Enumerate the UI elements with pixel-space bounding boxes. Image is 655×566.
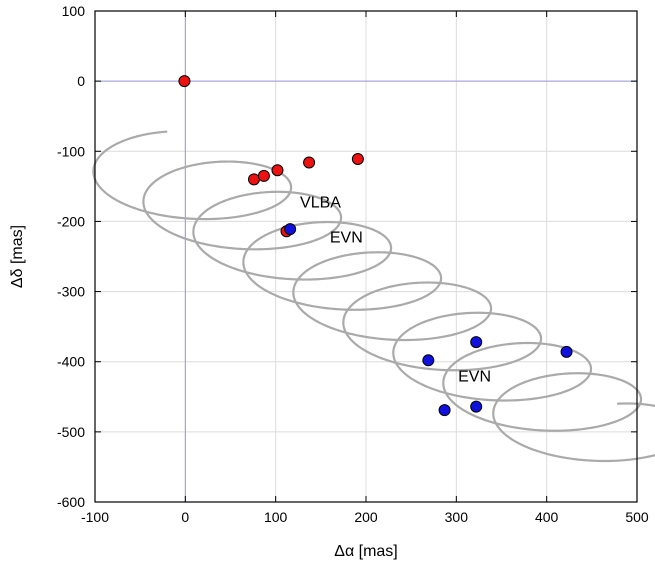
data-point [257,169,270,182]
annotation-label: VLBA [300,194,341,211]
y-tick-label: -200 [57,213,85,229]
y-tick-label: -300 [57,284,85,300]
y-tick-label: -500 [57,424,85,440]
y-tick-label: -600 [57,494,85,510]
data-point [178,75,191,88]
x-tick-label: 200 [354,509,378,525]
data-point [422,354,435,367]
y-tick-label: 100 [62,3,86,19]
data-points [178,75,573,417]
data-point [470,400,483,413]
x-axis-label: Δα [mas] [334,543,398,560]
x-tick-label: 400 [535,509,559,525]
data-point [271,164,284,177]
x-tick-label: 500 [625,509,649,525]
y-tick-label: 0 [77,73,85,89]
trajectory-track [92,130,655,463]
x-tick-label: 100 [264,509,288,525]
data-point [560,345,573,358]
ticks: -100 0 100 200 300 400 500 -600 -500 -400 -300 -200… [57,3,649,525]
annotation-label: EVN [330,229,363,246]
y-tick-label: -100 [57,143,85,159]
data-point [351,153,364,166]
data-point [303,156,316,169]
annotations: VLBA EVN EVN [300,194,491,385]
grid [94,10,638,503]
y-axis-label: Δδ [mas] [9,225,26,288]
data-point [470,336,483,349]
data-point [284,223,297,236]
x-tick-label: 300 [445,509,469,525]
data-point [438,404,451,417]
x-tick-label: -100 [81,509,109,525]
data-point [247,173,260,186]
annotation-label: EVN [458,368,491,385]
y-tick-label: -400 [57,354,85,370]
x-tick-label: 0 [181,509,189,525]
